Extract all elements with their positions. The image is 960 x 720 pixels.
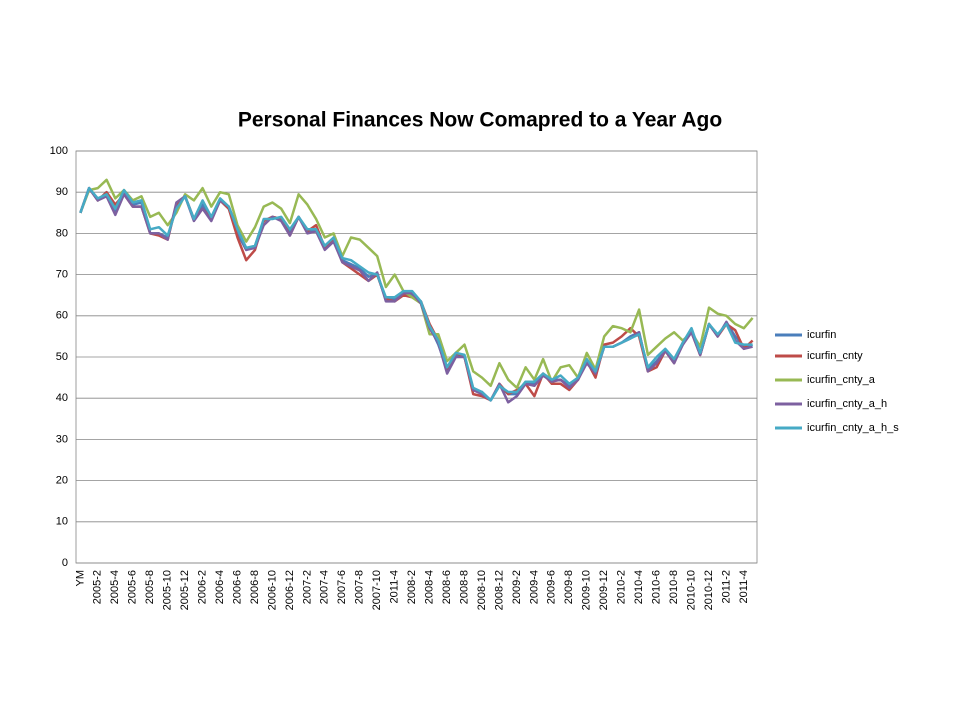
- legend-label: icurfin: [807, 329, 836, 341]
- x-tick-label: 2009-12: [598, 570, 610, 610]
- x-tick-label: 2009-2: [511, 570, 523, 604]
- x-tick-label: 2007-10: [371, 570, 383, 610]
- y-tick-label: 100: [50, 145, 68, 157]
- legend-label: icurfin_cnty_a_h_s: [807, 422, 899, 434]
- x-tick-label: 2008-12: [493, 570, 505, 610]
- x-tick-label: 2006-2: [197, 570, 209, 604]
- x-tick-label: YM: [74, 570, 86, 587]
- x-tick-label: 2008-8: [458, 570, 470, 604]
- y-tick-label: 30: [56, 433, 68, 445]
- x-tick-label: 2010-12: [703, 570, 715, 610]
- x-tick-label: 2008-4: [424, 570, 436, 604]
- y-tick-label: 40: [56, 392, 68, 404]
- chart-title: Personal Finances Now Comapred to a Year…: [238, 109, 722, 132]
- x-tick-label: 2006-6: [231, 570, 243, 604]
- x-tick-label: 2005-4: [109, 570, 121, 604]
- x-tick-label: 2010-8: [668, 570, 680, 604]
- x-tick-label: 2008-2: [406, 570, 418, 604]
- y-tick-label: 50: [56, 351, 68, 363]
- y-tick-label: 10: [56, 516, 68, 528]
- y-tick-label: 20: [56, 475, 68, 487]
- x-tick-label: 2008-10: [476, 570, 488, 610]
- x-tick-label: 2006-8: [249, 570, 261, 604]
- x-tick-label: 2007-2: [301, 570, 313, 604]
- series-line: [79, 178, 754, 390]
- x-tick-label: 2008-6: [441, 570, 453, 604]
- legend-label: icurfin_cnty: [807, 350, 863, 362]
- y-tick-label: 60: [56, 310, 68, 322]
- plot-border: [75, 150, 758, 564]
- x-tick-label: 2010-6: [651, 570, 663, 604]
- x-tick-label: 2005-6: [127, 570, 139, 604]
- x-tick-label: 2011-4: [389, 570, 401, 603]
- x-tick-label: 2005-8: [144, 570, 156, 604]
- x-tick-label: 2009-8: [563, 570, 575, 604]
- x-tick-label: 2010-4: [633, 570, 645, 604]
- x-tick-label: 2011-2: [720, 570, 732, 603]
- series-line: [79, 186, 753, 402]
- x-tick-label: 2010-10: [685, 570, 697, 610]
- y-tick-label: 70: [56, 269, 68, 281]
- y-tick-label: 80: [56, 227, 68, 239]
- x-tick-label: 2006-12: [284, 570, 296, 610]
- x-tick-label: 2009-4: [528, 570, 540, 604]
- y-tick-label: 90: [56, 186, 68, 198]
- y-tick-label: 0: [62, 557, 68, 569]
- x-tick-label: 2006-10: [266, 570, 278, 610]
- x-tick-label: 2007-4: [319, 570, 331, 604]
- legend-label: icurfin_cnty_a_h: [807, 398, 887, 410]
- x-tick-label: 2005-2: [92, 570, 104, 604]
- x-tick-label: 2011-4: [738, 570, 750, 603]
- x-tick-label: 2007-8: [354, 570, 366, 604]
- x-tick-label: 2005-12: [179, 570, 191, 610]
- x-tick-label: 2007-6: [336, 570, 348, 604]
- x-tick-label: 2009-10: [581, 570, 593, 610]
- x-tick-label: 2005-10: [162, 570, 174, 610]
- legend-label: icurfin_cnty_a: [807, 374, 876, 386]
- x-tick-label: 2010-2: [616, 570, 628, 604]
- x-tick-label: 2006-4: [214, 570, 226, 604]
- x-tick-label: 2009-6: [546, 570, 558, 604]
